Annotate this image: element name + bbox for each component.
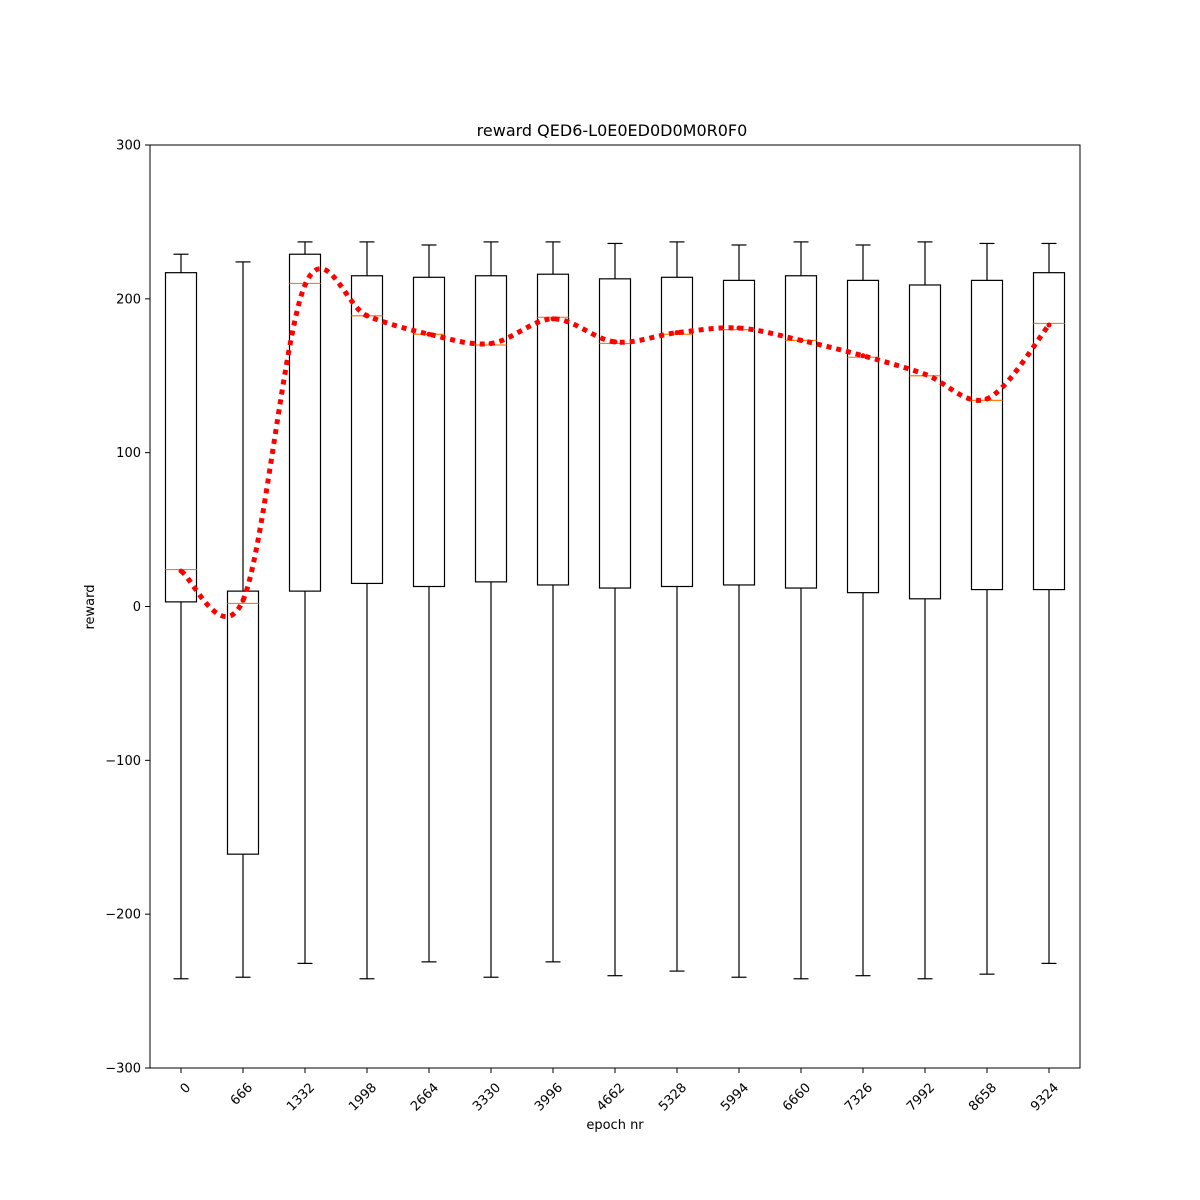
trend-point-7992 (922, 371, 928, 377)
box-8658 (970, 242, 1004, 975)
trend-point-6660 (798, 337, 804, 343)
y-tick-label: −200 (105, 908, 141, 923)
trend-point-3996 (550, 316, 556, 322)
trend-point-666 (240, 597, 246, 603)
box-666 (226, 261, 260, 978)
trend-point-3330 (488, 340, 494, 346)
box-body (598, 278, 632, 589)
box-7326 (846, 244, 880, 977)
y-axis: −300 −200 −100 0 100 200 300 (105, 139, 150, 1077)
y-tick-label: 100 (116, 446, 141, 461)
box-body (226, 590, 260, 855)
box-body (164, 272, 198, 603)
trend-point-9324 (1046, 322, 1052, 328)
box-body (536, 273, 570, 586)
trend-point-8658 (984, 396, 990, 402)
y-tick-label: 200 (116, 292, 141, 307)
boxes-layer (164, 241, 1066, 980)
trend-point-1998 (364, 313, 370, 319)
y-tick-label: −300 (105, 1062, 141, 1077)
trend-line (179, 266, 1051, 620)
box-body (412, 276, 446, 588)
x-axis-label: epoch nr (586, 1118, 644, 1133)
box-body (288, 253, 322, 592)
box-3330 (474, 241, 508, 978)
box-body (846, 279, 880, 594)
trend-point-7326 (860, 353, 866, 359)
box-body (660, 276, 694, 588)
box-body (474, 275, 508, 583)
box-4662 (598, 242, 632, 977)
box-0 (164, 253, 198, 980)
box-7992 (908, 241, 942, 980)
box-body (350, 275, 384, 585)
box-body (722, 279, 756, 586)
box-9324 (1032, 242, 1066, 964)
y-tick-label: −100 (105, 754, 141, 769)
trend-point-1332 (302, 282, 308, 288)
trend-layer (178, 266, 1052, 620)
trend-point-5994 (736, 325, 742, 331)
y-axis-label: reward (83, 584, 98, 629)
box-3996 (536, 241, 570, 963)
trend-point-5328 (674, 330, 680, 336)
box-1332 (288, 241, 322, 964)
box-body (784, 275, 818, 589)
box-2664 (412, 244, 446, 963)
chart-title: reward QED6-L0E0ED0D0M0R0F0 (477, 121, 748, 140)
box-body (1032, 272, 1066, 591)
trend-point-0 (178, 568, 184, 574)
box-1998 (350, 241, 384, 980)
trend-point-4662 (612, 339, 618, 345)
y-tick-label: 300 (116, 139, 141, 154)
box-body (908, 284, 942, 600)
box-body (970, 279, 1004, 591)
trend-point-2664 (426, 331, 432, 337)
y-tick-label: 0 (133, 600, 141, 615)
